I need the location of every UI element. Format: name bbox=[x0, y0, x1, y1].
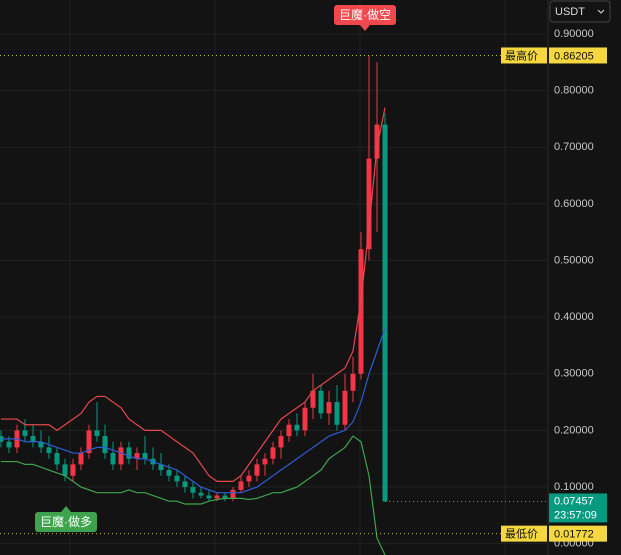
select-box[interactable] bbox=[549, 0, 611, 23]
candle-body bbox=[54, 453, 60, 465]
candle-body bbox=[342, 390, 348, 425]
candle-body bbox=[286, 424, 292, 437]
band-line bbox=[1, 107, 386, 482]
candle-body bbox=[174, 475, 180, 482]
y-tick-label: 0.80000 bbox=[554, 85, 594, 97]
price-value-bg bbox=[549, 47, 607, 64]
candle-body bbox=[358, 249, 364, 374]
candle-body bbox=[366, 158, 372, 250]
candle-body bbox=[78, 453, 84, 465]
y-tick-label: 0.70000 bbox=[554, 141, 594, 153]
price-value: 0.01772 bbox=[554, 529, 594, 541]
currency-select[interactable]: USDT bbox=[549, 0, 611, 23]
candle-body bbox=[230, 489, 236, 499]
candle-body bbox=[262, 458, 268, 465]
y-tick-label: 0.50000 bbox=[554, 254, 594, 266]
candle-body bbox=[326, 402, 332, 414]
candle-body bbox=[30, 436, 36, 442]
candle-body bbox=[206, 495, 212, 499]
candle-body bbox=[70, 464, 76, 476]
y-tick-label: 0.60000 bbox=[554, 198, 594, 210]
y-tick-label: 0.30000 bbox=[554, 368, 594, 380]
signal-tag bbox=[35, 512, 97, 532]
band-line bbox=[1, 328, 386, 494]
signal-pointer bbox=[360, 25, 370, 31]
candle-body bbox=[62, 464, 68, 476]
candle-body bbox=[310, 390, 316, 408]
candle-body bbox=[182, 481, 188, 488]
last-price-bg bbox=[549, 493, 607, 523]
candle-body bbox=[350, 373, 356, 391]
candle-body bbox=[22, 430, 28, 437]
candle-body bbox=[134, 453, 140, 459]
band-line bbox=[1, 435, 386, 555]
candle-body bbox=[38, 441, 44, 448]
candle-body bbox=[86, 430, 92, 454]
candle-body bbox=[6, 441, 12, 448]
candle-body bbox=[198, 492, 204, 496]
y-tick-label: 0.20000 bbox=[554, 424, 594, 436]
y-tick-label: 0.90000 bbox=[554, 28, 594, 40]
candle-body bbox=[278, 436, 284, 448]
price-tag-bg bbox=[501, 525, 547, 542]
signal-text: 巨魔·做空 bbox=[339, 7, 391, 22]
candle-body bbox=[118, 447, 124, 465]
candle-body bbox=[382, 124, 388, 502]
candle-body bbox=[302, 407, 308, 431]
candle-body bbox=[238, 481, 244, 490]
candle-body bbox=[94, 430, 100, 437]
signal-pointer bbox=[61, 506, 71, 512]
price-value-bg bbox=[549, 525, 607, 542]
signal-tag bbox=[334, 5, 396, 25]
candle-body bbox=[158, 464, 164, 471]
candle-body bbox=[46, 447, 52, 454]
candle-body bbox=[334, 402, 340, 425]
candle-body bbox=[270, 447, 276, 459]
candle-body bbox=[294, 424, 300, 431]
chevron[interactable] bbox=[597, 9, 605, 14]
last-price: 0.07457 bbox=[554, 495, 594, 507]
candle-body bbox=[222, 495, 228, 499]
candle-body bbox=[254, 464, 260, 476]
price-tag-bg bbox=[501, 47, 547, 64]
candle-body bbox=[110, 453, 116, 465]
candle-body bbox=[166, 470, 172, 476]
candle-body bbox=[374, 124, 380, 159]
candle-body bbox=[214, 495, 220, 499]
candle-body bbox=[190, 487, 196, 493]
y-tick-label: 0.10000 bbox=[554, 481, 594, 493]
candle-body bbox=[102, 436, 108, 454]
candle-body bbox=[246, 475, 252, 482]
candle-body bbox=[318, 390, 324, 414]
candle-body bbox=[142, 453, 148, 459]
countdown: 23:57:09 bbox=[554, 509, 597, 521]
price-tag-name: 最低价 bbox=[505, 528, 538, 541]
price-tag-name: 最高价 bbox=[505, 48, 538, 62]
currency[interactable]: USDT bbox=[555, 6, 585, 18]
candle-body bbox=[126, 447, 132, 459]
y-tick-label: 0.40000 bbox=[554, 311, 594, 323]
price-value: 0.86205 bbox=[554, 50, 594, 62]
plot bbox=[0, 33, 548, 555]
signal-text: 巨魔·做多 bbox=[40, 514, 92, 529]
